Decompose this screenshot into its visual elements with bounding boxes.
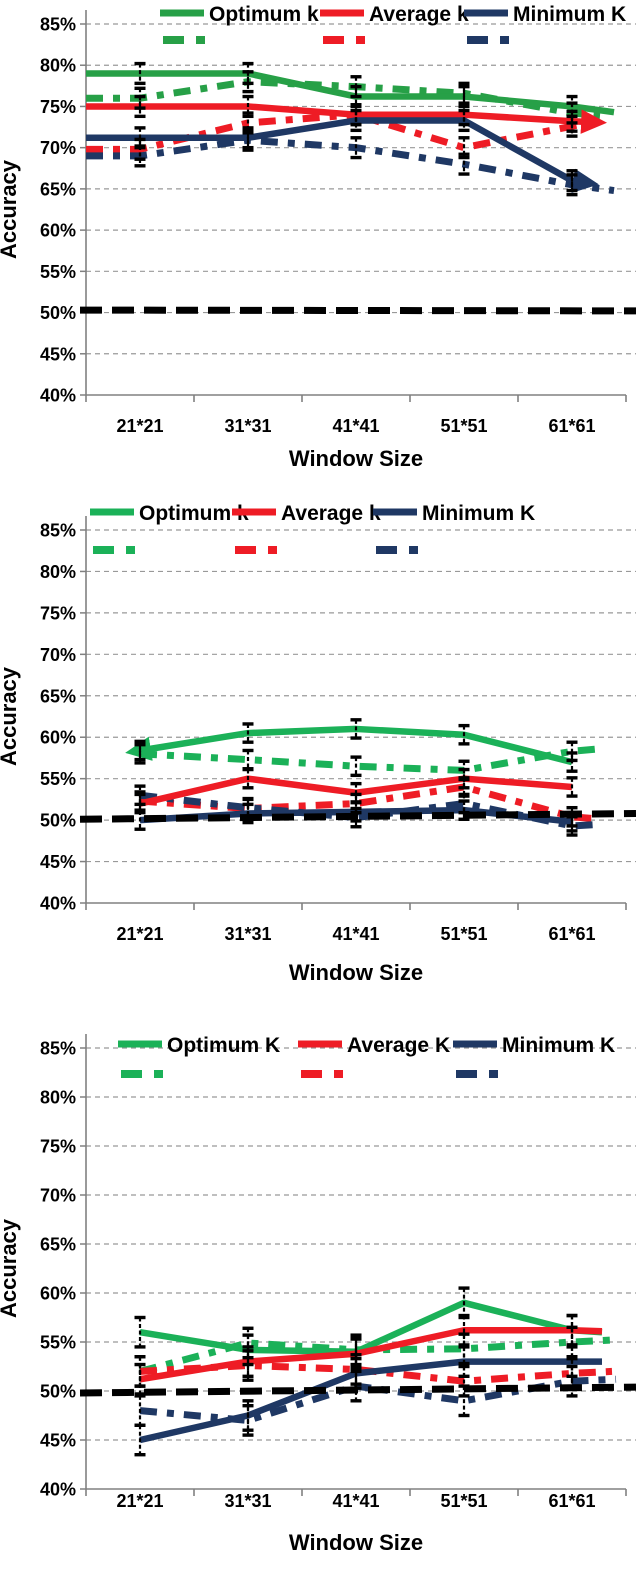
x-tick-label: 61*61 [548, 416, 595, 436]
chart-1-canvas: 85% 80% 75% 70% 65% 60% 55% 50% 45% 40% 21*21 31*31… [0, 502, 636, 985]
y-tick-label: 75% [40, 1137, 76, 1157]
y-tick-label: 70% [40, 1186, 76, 1206]
y-axis-title: Accuracy [0, 666, 21, 766]
y-tick-label: 65% [40, 686, 76, 706]
y-tick-label: 55% [40, 1333, 76, 1353]
legend-label: Optimum k [209, 3, 319, 26]
series-solid-4 [139, 1326, 603, 1383]
x-tick-label: 41*41 [332, 1491, 379, 1511]
y-axis-title: Accuracy [0, 1218, 21, 1318]
y-tick-label: 70% [40, 645, 76, 665]
x-tick-label: 21*21 [116, 416, 163, 436]
y-tick-label: 55% [40, 262, 76, 282]
legend: Optimum k Average k Minimum K [90, 502, 535, 554]
y-tick-label: 65% [40, 179, 76, 199]
x-tick-label: 41*41 [332, 924, 379, 944]
series-dashed-0 [139, 745, 601, 774]
series-lines [86, 70, 615, 195]
y-tick-label: 60% [40, 221, 76, 241]
x-tick-label: 51*51 [440, 416, 487, 436]
series-lines [139, 1299, 617, 1444]
series-solid-4 [86, 103, 608, 134]
gridlines [80, 1047, 636, 1490]
series-solid-5 [139, 1358, 602, 1444]
x-tick-label: 51*51 [440, 924, 487, 944]
x-axis-title: Window Size [289, 960, 423, 985]
legend-label: Minimum K [513, 3, 626, 26]
y-tick-label: 40% [40, 1480, 76, 1500]
legend-label: Average k [369, 3, 469, 26]
y-tick-label: 65% [40, 1235, 76, 1255]
y-tick-label: 45% [40, 852, 76, 872]
accuracy-chart-top: 85% 80% 75% 70% 65% 60% 55% 50% 45% 40% 21*21 31*31… [0, 0, 636, 480]
legend-label: Average K [347, 1034, 450, 1057]
y-tick-label: 70% [40, 138, 76, 158]
y-tick-label: 60% [40, 1284, 76, 1304]
legend: Optimum K Average K Minimum K [118, 1034, 615, 1078]
y-tick-label: 75% [40, 97, 76, 117]
x-tick-label: 31*31 [224, 924, 271, 944]
legend-label: Minimum K [422, 502, 535, 525]
y-tick-label: 75% [40, 603, 76, 623]
chart-0-canvas: 85% 80% 75% 70% 65% 60% 55% 50% 45% 40% 21*21 31*31… [0, 3, 636, 471]
y-axis-title: Accuracy [0, 159, 21, 259]
y-tick-label: 85% [40, 521, 76, 541]
accuracy-chart-bottom: 85% 80% 75% 70% 65% 60% 55% 50% 45% 40% 21*21 31*31… [0, 1030, 636, 1570]
y-tick-label: 60% [40, 728, 76, 748]
y-tick-label: 85% [40, 15, 76, 35]
legend-label: Optimum k [139, 502, 249, 525]
error-bars [134, 61, 578, 197]
x-axis-title: Window Size [289, 1530, 423, 1555]
error-bars [134, 1286, 578, 1457]
y-tick-label: 50% [40, 1382, 76, 1402]
y-tick-label: 50% [40, 303, 76, 323]
x-tick-label: 31*31 [224, 416, 271, 436]
y-tick-label: 80% [40, 56, 76, 76]
y-tick-label: 45% [40, 1431, 76, 1451]
series-dashed-2 [86, 136, 615, 195]
x-tick-label: 61*61 [548, 924, 595, 944]
y-tick-label: 45% [40, 344, 76, 364]
legend-label: Minimum K [502, 1034, 615, 1057]
y-tick-label: 40% [40, 894, 76, 914]
gridlines [80, 23, 636, 396]
legend-label: Optimum K [167, 1034, 280, 1057]
y-tick-label: 85% [40, 1039, 76, 1059]
accuracy-chart-middle: 85% 80% 75% 70% 65% 60% 55% 50% 45% 40% 21*21 31*31… [0, 480, 636, 1030]
legend-label: Average k [281, 502, 381, 525]
legend: Optimum k Average k Minimum K [160, 3, 626, 44]
x-tick-label: 21*21 [116, 924, 163, 944]
x-tick-label: 31*31 [224, 1491, 271, 1511]
x-tick-label: 61*61 [548, 1491, 595, 1511]
x-axis-title: Window Size [289, 446, 423, 471]
x-tick-label: 21*21 [116, 1491, 163, 1511]
chart-2-canvas: 85% 80% 75% 70% 65% 60% 55% 50% 45% 40% 21*21 31*31… [0, 1034, 636, 1555]
baseline-50pct [79, 306, 636, 315]
baseline-50pct [79, 809, 636, 823]
baseline-50pct [79, 1383, 636, 1397]
y-tick-label: 50% [40, 811, 76, 831]
error-bars [134, 718, 578, 837]
x-tick-label: 51*51 [440, 1491, 487, 1511]
gridlines [80, 529, 636, 904]
y-tick-label: 80% [40, 1088, 76, 1108]
y-tick-label: 55% [40, 769, 76, 789]
y-tick-label: 80% [40, 562, 76, 582]
y-tick-label: 40% [40, 386, 76, 406]
x-tick-label: 41*41 [332, 416, 379, 436]
